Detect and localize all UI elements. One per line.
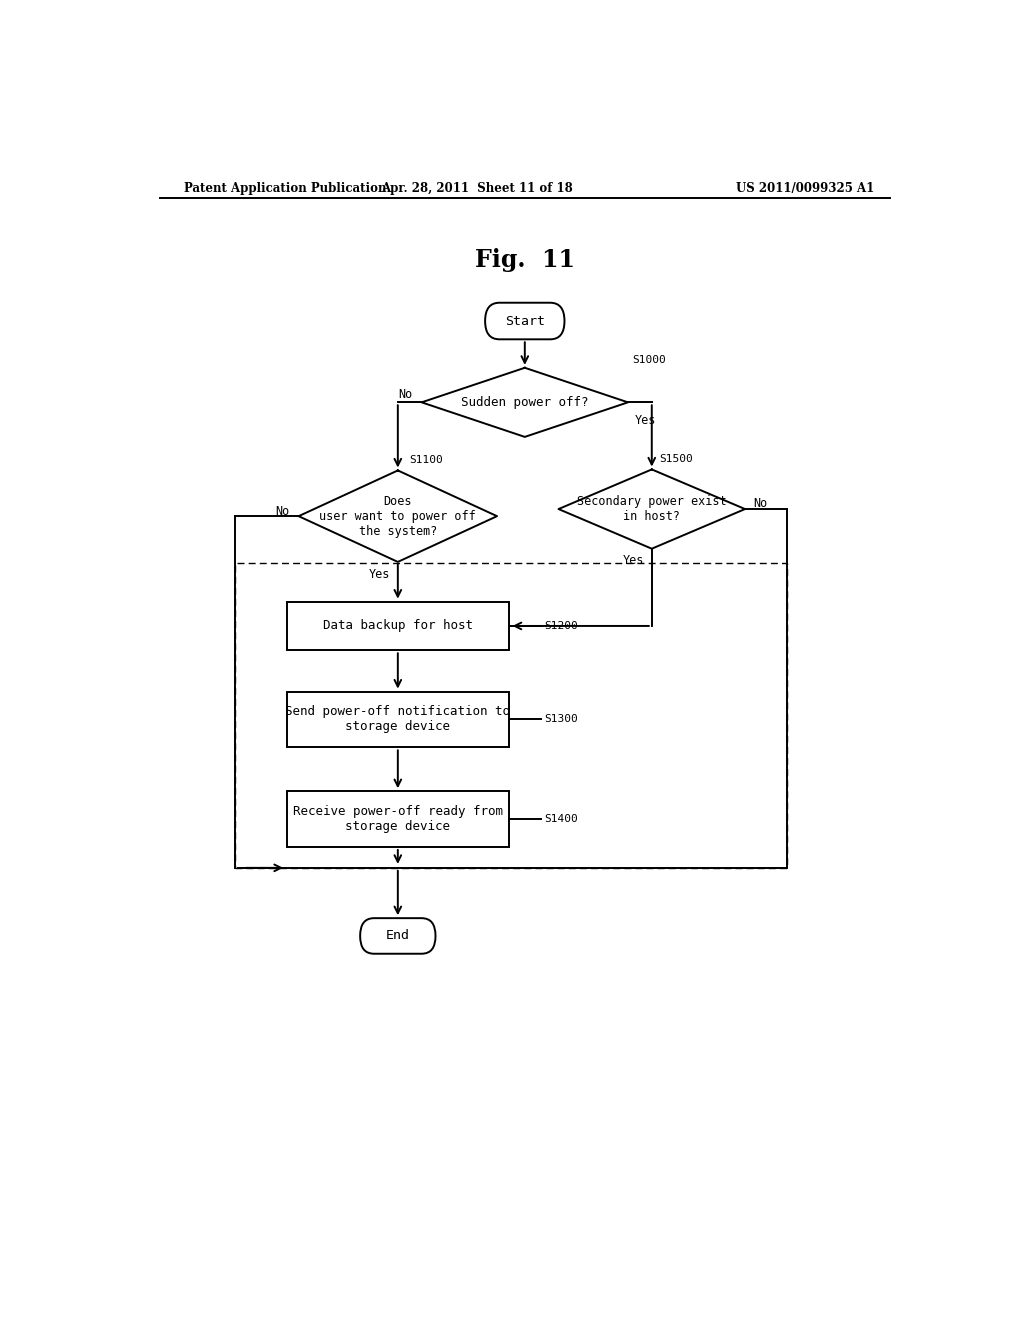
Text: Yes: Yes	[623, 554, 644, 568]
Text: Send power-off notification to
storage device: Send power-off notification to storage d…	[286, 705, 510, 734]
Text: S1100: S1100	[410, 455, 443, 465]
Text: Fig.  11: Fig. 11	[475, 248, 574, 272]
Text: S1500: S1500	[659, 454, 693, 465]
Text: No: No	[753, 498, 767, 511]
Bar	[287, 602, 509, 651]
Text: Yes: Yes	[369, 568, 390, 581]
Bar	[236, 562, 786, 867]
FancyBboxPatch shape	[485, 302, 564, 339]
Polygon shape	[422, 368, 628, 437]
Text: End: End	[386, 929, 410, 942]
Text: Does
user want to power off
the system?: Does user want to power off the system?	[319, 495, 476, 537]
Text: Receive power-off ready from
storage device: Receive power-off ready from storage dev…	[293, 805, 503, 833]
Text: S1400: S1400	[545, 814, 579, 824]
Text: Data backup for host: Data backup for host	[323, 619, 473, 632]
Text: S1300: S1300	[545, 714, 579, 725]
Text: Sudden power off?: Sudden power off?	[461, 396, 589, 409]
Text: No: No	[274, 504, 289, 517]
Text: S1000: S1000	[632, 355, 666, 364]
Text: S1200: S1200	[545, 620, 579, 631]
Text: No: No	[398, 388, 412, 401]
Text: Patent Application Publication: Patent Application Publication	[183, 182, 386, 195]
Text: Apr. 28, 2011  Sheet 11 of 18: Apr. 28, 2011 Sheet 11 of 18	[381, 182, 573, 195]
FancyBboxPatch shape	[360, 919, 435, 954]
Polygon shape	[299, 470, 497, 562]
Bar	[287, 692, 509, 747]
Polygon shape	[558, 470, 745, 549]
Text: Start: Start	[505, 314, 545, 327]
Text: US 2011/0099325 A1: US 2011/0099325 A1	[735, 182, 873, 195]
Text: Yes: Yes	[634, 414, 655, 428]
Text: Secondary power exist
in host?: Secondary power exist in host?	[577, 495, 727, 523]
Bar	[287, 791, 509, 847]
